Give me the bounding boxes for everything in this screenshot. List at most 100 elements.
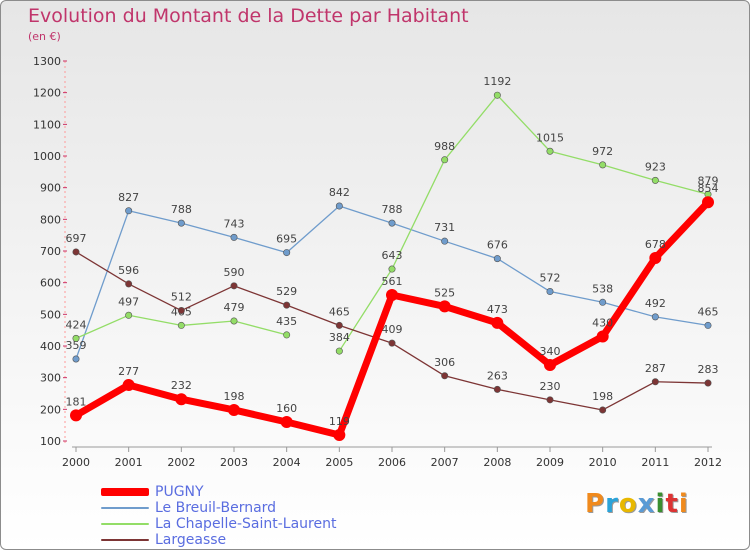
data-point-pugny <box>333 428 346 441</box>
y-tick-label: 1100 <box>33 118 61 131</box>
data-point-le-breuil-bernard <box>493 255 501 263</box>
data-point-la-chapelle-saint-laurent <box>72 334 80 342</box>
y-tick-label: 1200 <box>33 87 61 100</box>
data-label-le-breuil-bernard: 842 <box>329 186 350 199</box>
data-label-pugny: 181 <box>66 395 87 408</box>
data-label-la-chapelle-saint-laurent: 988 <box>434 140 455 153</box>
y-tick-label: 600 <box>40 277 61 290</box>
data-label-pugny: 473 <box>487 303 508 316</box>
data-label-le-breuil-bernard: 572 <box>540 272 561 285</box>
data-label-largeasse: 230 <box>540 380 561 393</box>
data-point-le-breuil-bernard <box>441 237 449 245</box>
data-label-pugny: 340 <box>540 345 561 358</box>
data-point-le-breuil-bernard <box>651 313 659 321</box>
data-label-largeasse: 529 <box>276 285 297 298</box>
data-point-la-chapelle-saint-laurent <box>546 147 554 155</box>
y-tick-label: 700 <box>40 245 61 258</box>
x-tick-label: 2008 <box>483 456 511 469</box>
y-tick-label: 500 <box>40 308 61 321</box>
data-point-la-chapelle-saint-laurent <box>283 331 291 339</box>
data-point-le-breuil-bernard <box>72 355 80 363</box>
data-label-la-chapelle-saint-laurent: 435 <box>276 315 297 328</box>
proxiti-logo: Proxiti <box>585 489 689 519</box>
data-label-largeasse: 512 <box>171 291 192 304</box>
data-point-la-chapelle-saint-laurent <box>441 156 449 164</box>
data-point-le-breuil-bernard <box>388 219 396 227</box>
legend-label: Le Breuil-Bernard <box>155 500 277 516</box>
data-label-largeasse: 409 <box>382 323 403 336</box>
legend-label: Largeasse <box>155 532 227 548</box>
data-point-le-breuil-bernard <box>599 298 607 306</box>
data-point-largeasse <box>704 379 712 387</box>
y-tick-label: 1000 <box>33 150 61 163</box>
y-tick-label: 400 <box>40 340 61 353</box>
data-label-pugny: 430 <box>592 317 613 330</box>
data-point-la-chapelle-saint-laurent <box>177 321 185 329</box>
data-point-pugny <box>596 330 609 343</box>
x-tick-label: 2009 <box>536 456 564 469</box>
data-point-la-chapelle-saint-laurent <box>388 265 396 273</box>
x-tick-label: 2001 <box>115 456 143 469</box>
legend-swatch <box>101 507 149 509</box>
data-label-pugny: 232 <box>171 379 192 392</box>
data-point-le-breuil-bernard <box>335 202 343 210</box>
data-label-le-breuil-bernard: 676 <box>487 239 508 252</box>
data-point-la-chapelle-saint-laurent <box>335 347 343 355</box>
y-tick-label: 900 <box>40 182 61 195</box>
y-tick-label: 200 <box>40 403 61 416</box>
data-point-pugny <box>702 196 714 209</box>
y-tick-label: 1300 <box>33 55 61 68</box>
data-point-pugny <box>438 300 451 313</box>
data-label-largeasse: 283 <box>698 363 719 376</box>
data-label-la-chapelle-saint-laurent: 479 <box>224 301 245 314</box>
data-label-la-chapelle-saint-laurent: 384 <box>329 331 350 344</box>
data-point-pugny <box>175 393 188 406</box>
data-point-pugny <box>122 378 135 391</box>
data-point-la-chapelle-saint-laurent <box>599 161 607 169</box>
y-tick-label: 800 <box>40 213 61 226</box>
data-point-le-breuil-bernard <box>704 321 712 329</box>
data-label-le-breuil-bernard: 743 <box>224 217 245 230</box>
data-point-pugny <box>280 416 293 428</box>
data-point-largeasse <box>493 385 501 393</box>
data-label-largeasse: 596 <box>118 264 139 277</box>
data-label-pugny: 854 <box>698 182 719 195</box>
data-point-pugny <box>228 403 240 416</box>
data-point-la-chapelle-saint-laurent <box>651 176 659 184</box>
data-point-le-breuil-bernard <box>177 219 185 227</box>
x-tick-label: 2006 <box>378 456 406 469</box>
data-point-pugny <box>544 359 556 371</box>
data-point-largeasse <box>125 280 133 288</box>
data-point-le-breuil-bernard <box>230 233 238 241</box>
data-point-le-breuil-bernard <box>125 207 133 215</box>
data-point-la-chapelle-saint-laurent <box>125 311 133 319</box>
data-point-largeasse <box>651 378 659 386</box>
legend-swatch <box>101 539 149 541</box>
data-label-le-breuil-bernard: 731 <box>434 221 455 234</box>
data-point-largeasse <box>72 248 80 256</box>
data-label-le-breuil-bernard: 788 <box>171 203 192 216</box>
x-tick-label: 2002 <box>167 456 195 469</box>
chart-title: Evolution du Montant de la Dette par Hab… <box>28 5 469 27</box>
data-label-largeasse: 198 <box>592 390 613 403</box>
data-label-pugny: 525 <box>434 286 455 299</box>
legend-label: PUGNY <box>155 484 204 500</box>
data-point-largeasse <box>230 282 238 290</box>
data-label-largeasse: 287 <box>645 362 666 375</box>
legend-swatch <box>101 523 149 525</box>
data-point-largeasse <box>335 321 343 329</box>
data-label-largeasse: 306 <box>434 356 455 369</box>
data-label-pugny: 160 <box>276 402 297 415</box>
data-label-le-breuil-bernard: 538 <box>592 282 613 295</box>
x-tick-label: 2012 <box>694 456 722 469</box>
data-point-largeasse <box>388 339 396 347</box>
x-tick-label: 2005 <box>325 456 353 469</box>
data-point-la-chapelle-saint-laurent <box>230 317 238 325</box>
x-tick-label: 2011 <box>641 456 669 469</box>
data-label-la-chapelle-saint-laurent: 1015 <box>536 131 564 144</box>
data-label-pugny: 198 <box>224 390 245 403</box>
data-point-la-chapelle-saint-laurent <box>493 91 501 99</box>
legend-swatch <box>101 488 149 496</box>
data-label-la-chapelle-saint-laurent: 643 <box>382 249 403 262</box>
